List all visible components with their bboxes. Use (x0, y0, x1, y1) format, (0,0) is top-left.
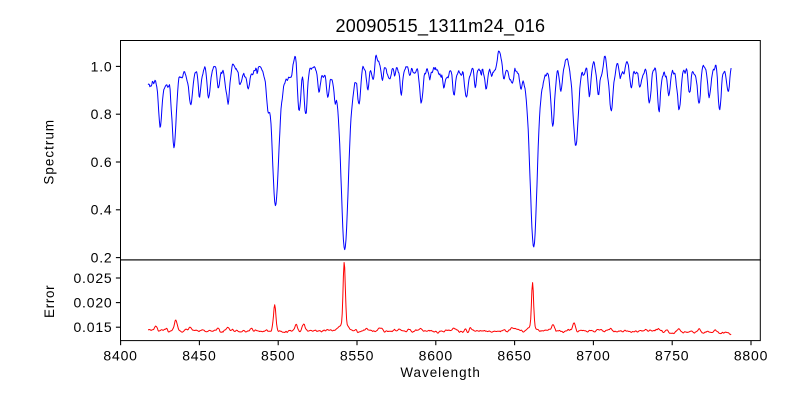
svg-text:0.8: 0.8 (91, 106, 113, 122)
svg-text:0.015: 0.015 (73, 319, 112, 335)
svg-text:8400: 8400 (103, 348, 137, 364)
svg-text:20090515_1311m24_016: 20090515_1311m24_016 (335, 16, 545, 37)
svg-text:1.0: 1.0 (91, 58, 113, 74)
svg-text:8800: 8800 (734, 348, 768, 364)
svg-text:8700: 8700 (576, 348, 610, 364)
svg-text:0.6: 0.6 (91, 154, 113, 170)
svg-text:0.4: 0.4 (91, 202, 113, 218)
svg-text:8550: 8550 (340, 348, 374, 364)
svg-text:0.025: 0.025 (73, 270, 112, 286)
svg-text:Spectrum: Spectrum (41, 119, 56, 185)
svg-text:Wavelength: Wavelength (400, 365, 481, 380)
svg-text:8500: 8500 (261, 348, 295, 364)
svg-text:8650: 8650 (497, 348, 531, 364)
svg-text:8450: 8450 (182, 348, 216, 364)
svg-text:8750: 8750 (655, 348, 689, 364)
svg-text:8600: 8600 (419, 348, 453, 364)
svg-text:Error: Error (42, 285, 57, 318)
svg-text:0.020: 0.020 (73, 295, 112, 311)
svg-text:0.2: 0.2 (91, 250, 113, 266)
